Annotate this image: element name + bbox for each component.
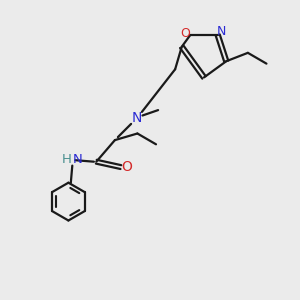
Text: N: N (217, 25, 226, 38)
Text: N: N (73, 153, 83, 166)
Text: N: N (131, 112, 142, 125)
Text: O: O (180, 27, 190, 40)
Text: H: H (61, 153, 71, 166)
Text: O: O (122, 160, 132, 174)
